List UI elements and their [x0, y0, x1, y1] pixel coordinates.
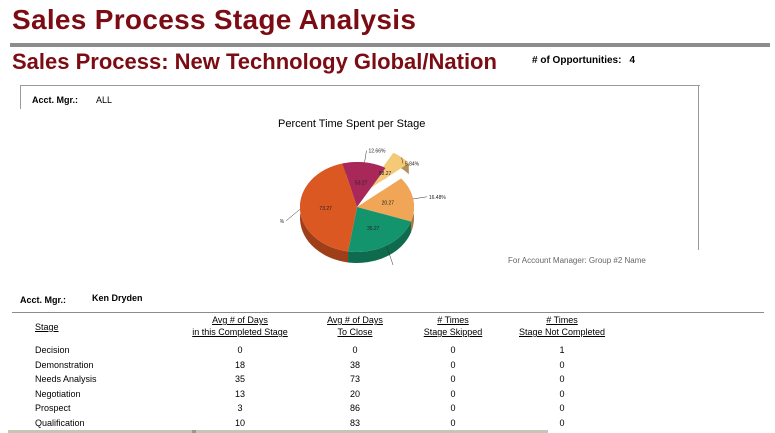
pie-leader-line [401, 157, 404, 164]
pie-slices [300, 152, 414, 252]
chart-frame-right [698, 85, 699, 250]
skipped-column: 0 0 0 0 0 0 [408, 343, 498, 430]
pie-slice [348, 207, 411, 252]
pie-slice [357, 178, 414, 222]
chart-title: Percent Time Spent per Stage [278, 118, 426, 130]
table-cell-avg-days: 35 [234, 374, 245, 384]
opportunities-label: # of Opportunities: [532, 55, 622, 66]
table-cell-skipped: 0 [450, 345, 456, 355]
acct-mgr-label: Acct. Mgr.: [32, 95, 79, 105]
col-header-line: # Times [437, 315, 469, 325]
table-cell-stage: Negotiation [35, 388, 81, 399]
table-cell-not-completed: 0 [559, 388, 565, 399]
pie-slice-side [348, 221, 411, 263]
col-header-avg-close: Avg # of Days To Close [310, 314, 400, 338]
col-header-line: # Times [546, 315, 578, 325]
opportunities-count: # of Opportunities: 4 [532, 55, 635, 66]
chart-frame-left [20, 85, 21, 109]
col-header-not-completed: # Times Stage Not Completed [500, 314, 624, 338]
stage-column: Decision Demonstration Needs Analysis Ne… [35, 343, 165, 430]
pie-leader-line [413, 196, 427, 200]
table-cell-stage: Needs Analysis [35, 374, 97, 384]
pie-leader-line [386, 245, 394, 265]
table-cell-stage: Demonstration [35, 359, 94, 370]
acct-mgr-label: Acct. Mgr.: [20, 295, 67, 305]
pie-inner-label: 73.27 [319, 206, 332, 212]
opportunities-value: 4 [629, 55, 636, 66]
col-header-line: in this Completed Stage [192, 327, 288, 337]
pie-inner-label: 53.27 [355, 180, 368, 186]
report-title: Sales Process Stage Analysis [12, 4, 417, 35]
col-header-line: Avg # of Days [212, 315, 268, 325]
scrollbar-thumb[interactable] [192, 430, 196, 433]
pie-slice [364, 152, 409, 192]
table-cell-not-completed: 0 [559, 374, 565, 384]
pie-inner-label: 20.27 [382, 201, 395, 207]
title-divider [10, 43, 770, 47]
table-cell-avg-close: 20 [349, 388, 360, 399]
acct-mgr-value: ALL [96, 95, 113, 105]
col-header-line: Stage Skipped [423, 327, 483, 337]
pie-leader-line [364, 150, 367, 163]
col-header-line: To Close [337, 327, 373, 337]
pie-inner-label: 35.27 [367, 226, 380, 232]
pie-leader-lines [285, 150, 427, 265]
table-cell-avg-close: 86 [349, 403, 360, 413]
table-cell-avg-days: 0 [237, 345, 243, 355]
table-cell-avg-days: 3 [237, 403, 243, 413]
pie-slice [342, 162, 386, 207]
table-cell-stage: Decision [35, 345, 70, 355]
col-header-line: Avg # of Days [327, 315, 383, 325]
table-cell-avg-days: 18 [234, 359, 245, 370]
not-completed-column: 1 0 0 0 0 0 [500, 343, 624, 430]
pie-outer-label: 16.48% [429, 195, 447, 201]
table-cell-skipped: 0 [450, 388, 456, 399]
col-header-stage: Stage [35, 322, 59, 332]
table-cell-skipped: 0 [450, 417, 456, 428]
table-cell-avg-days: 10 [234, 417, 245, 428]
acct-mgr-value: Ken Dryden [92, 293, 143, 303]
col-header-avg-days: Avg # of Days in this Completed Stage [170, 314, 310, 338]
table-cell-avg-close: 38 [349, 359, 360, 370]
col-header-skipped: # Times Stage Skipped [408, 314, 498, 338]
table-divider [12, 312, 764, 313]
pie-leader-line [285, 209, 301, 221]
avg-close-column: 0 38 73 20 86 83 [310, 343, 400, 430]
pie-outer-label: 12.66% [368, 149, 386, 155]
pie-chart: 58.275.84%20.2716.48%35.2722.76%73.2744.… [280, 149, 446, 265]
pie-outer-label: 5.84% [405, 162, 420, 168]
table-cell-skipped: 0 [450, 359, 456, 370]
chart-frame-top [20, 85, 700, 86]
table-cell-not-completed: 0 [559, 403, 565, 413]
avg-days-column: 0 18 35 13 3 10 [170, 343, 310, 430]
horizontal-scrollbar[interactable] [8, 430, 548, 433]
chart-footnote: For Account Manager: Group #2 Name [508, 256, 646, 265]
table-cell-avg-days: 13 [234, 388, 245, 399]
pie-outer-label: 44.30% [280, 219, 285, 225]
table-cell-stage: Qualification [35, 417, 85, 428]
table-cell-avg-close: 83 [349, 417, 360, 428]
pie-inner-label: 58.27 [379, 171, 392, 177]
pie-labels: 58.275.84%20.2716.48%35.2722.76%73.2744.… [280, 149, 446, 265]
col-header-line: Stage Not Completed [518, 327, 606, 337]
table-cell-not-completed: 0 [559, 417, 565, 428]
table-cell-avg-close: 73 [349, 374, 360, 384]
table-cell-not-completed: 1 [559, 345, 565, 355]
table-cell-skipped: 0 [450, 374, 456, 384]
table-cell-not-completed: 0 [559, 359, 565, 370]
table-cell-stage: Prospect [35, 403, 71, 413]
table-cell-skipped: 0 [450, 403, 456, 413]
table-cell-avg-close: 0 [352, 345, 358, 355]
pie-slice [300, 163, 357, 252]
sales-process-title: Sales Process: New Technology Global/Nat… [12, 49, 497, 74]
